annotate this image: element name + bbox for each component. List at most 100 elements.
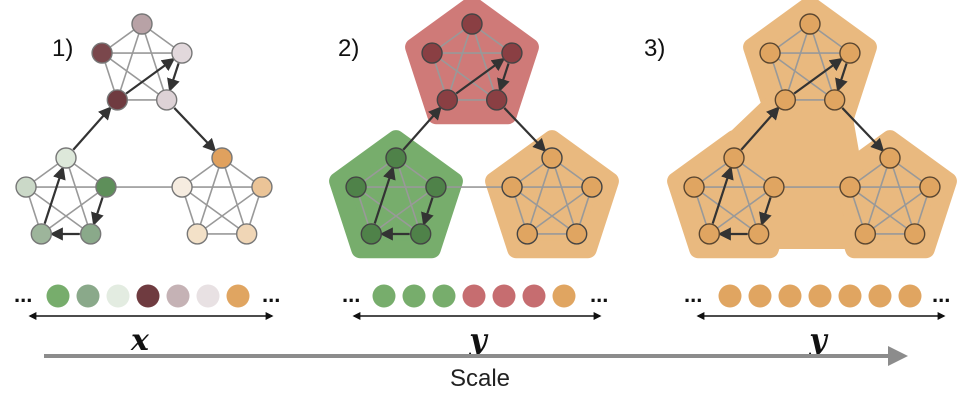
graph-node: [171, 176, 193, 198]
panel-2-ellipsis-right: ...: [590, 282, 608, 307]
graph-node: [839, 176, 861, 198]
strip-dot: [166, 284, 190, 308]
walk-arrow: [167, 63, 180, 93]
walk-arrow: [402, 106, 442, 151]
walk-arrow: [421, 197, 434, 227]
graph-edge: [196, 157, 223, 235]
strip-dot: [462, 284, 486, 308]
graph-node: [774, 89, 797, 111]
graph-node: [698, 223, 721, 245]
graph-node: [485, 89, 508, 111]
graph-node: [919, 176, 941, 198]
graph-edge: [526, 186, 593, 235]
graph-edge: [784, 23, 811, 101]
strip-dot: [778, 284, 802, 308]
strip-dot: [868, 284, 892, 308]
graph-edge: [446, 23, 473, 101]
graph-edge: [708, 186, 775, 235]
graph-node: [106, 89, 129, 111]
strip-dot: [748, 284, 772, 308]
graph-node: [409, 223, 432, 245]
walk-arrow: [125, 57, 176, 95]
strip-dot: [838, 284, 862, 308]
graph-node: [747, 223, 770, 245]
graph-edge: [733, 157, 760, 235]
walk-arrow: [841, 107, 885, 152]
graph-node: [91, 42, 113, 64]
graph-edge: [181, 186, 248, 235]
graph-edge: [809, 23, 836, 101]
graph-node: [823, 89, 846, 111]
panel-3-variable: y: [808, 323, 829, 358]
graph-edge: [196, 186, 263, 235]
panel-3-color-strip: [718, 284, 922, 308]
walk-arrow: [373, 165, 396, 224]
graph-node: [79, 223, 102, 245]
graph-node: [879, 147, 901, 169]
graph-node: [171, 42, 193, 64]
graph-edge: [431, 52, 498, 101]
graph-node: [799, 13, 821, 35]
graph-node: [854, 223, 877, 245]
strip-dot: [46, 284, 70, 308]
graph-node: [345, 176, 367, 198]
walk-arrow: [711, 165, 734, 224]
graph-node: [251, 176, 273, 198]
graph-node: [903, 223, 926, 245]
panel-2-color-strip: [372, 284, 576, 308]
graph-node: [541, 147, 563, 169]
graph-node: [461, 13, 483, 35]
panel-2: 2) ... ... y: [329, 0, 619, 358]
graph-node: [839, 42, 861, 64]
panel-1-variable: x: [130, 323, 150, 358]
merged-cluster-body: [679, 84, 881, 249]
graph-node: [565, 223, 588, 245]
strip-dot: [718, 284, 742, 308]
graph-edge: [864, 157, 891, 235]
strip-dot: [226, 284, 250, 308]
graph-node: [763, 176, 785, 198]
panel-1-color-strip: [46, 284, 250, 308]
walk-arrow: [740, 106, 780, 151]
graph-node: [30, 223, 53, 245]
graph-node: [235, 223, 258, 245]
panel-1: 1) ... ... x: [14, 13, 280, 358]
walk-arrow: [173, 107, 217, 152]
graph-node: [155, 89, 178, 111]
graph-edge: [221, 157, 248, 235]
graph-node: [516, 223, 539, 245]
strip-dot: [106, 284, 130, 308]
graph-node: [436, 89, 459, 111]
panel-1-ellipsis-right: ...: [262, 282, 280, 307]
panel-2-graph: [345, 13, 603, 245]
graph-edge: [101, 52, 168, 101]
graph-node: [501, 176, 523, 198]
walk-arrow: [497, 63, 510, 93]
graph-node: [683, 176, 705, 198]
graph-node: [759, 42, 781, 64]
panel-3-graph: [683, 13, 941, 245]
graph-edge: [511, 186, 578, 235]
graph-node: [360, 223, 383, 245]
panel-2-ellipsis-left: ...: [342, 282, 360, 307]
strip-dot: [196, 284, 220, 308]
graph-node: [55, 147, 77, 169]
strip-dot: [76, 284, 100, 308]
graph-edge: [65, 157, 92, 235]
walk-arrow: [503, 107, 547, 152]
strip-dot: [372, 284, 396, 308]
graph-node: [723, 147, 745, 169]
strip-dot: [522, 284, 546, 308]
graph-edge: [526, 157, 553, 235]
strip-dot: [808, 284, 832, 308]
graph-node: [581, 176, 603, 198]
graph-edge: [395, 157, 422, 235]
walk-arrow: [43, 165, 66, 224]
graph-node: [95, 176, 117, 198]
graph-node: [211, 147, 233, 169]
graph-node: [186, 223, 209, 245]
graph-edge: [40, 186, 107, 235]
graph-edge: [849, 186, 916, 235]
